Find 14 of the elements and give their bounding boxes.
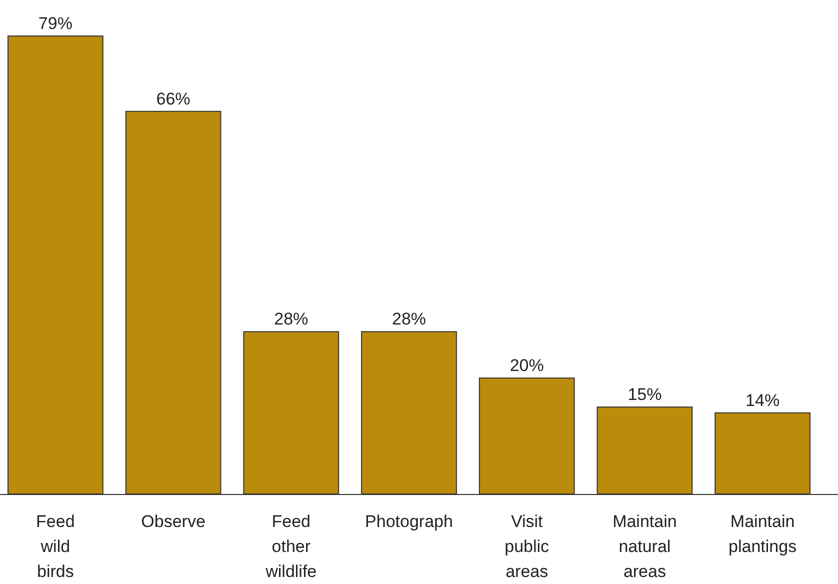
data-label: 79% <box>38 14 72 33</box>
x-tick-label: Feed other wildlife <box>264 512 317 581</box>
x-tick-label: Maintain natural areas <box>612 512 677 581</box>
data-label: 66% <box>156 89 190 108</box>
data-label: 28% <box>392 310 426 329</box>
x-tick-label: Feed wild birds <box>36 512 75 581</box>
x-tick-label: Maintain plantings <box>728 512 797 556</box>
data-label: 20% <box>510 356 544 376</box>
x-tick-label: Observe <box>141 512 206 531</box>
x-tick-label: Photograph <box>365 512 453 531</box>
data-label: 15% <box>628 385 662 404</box>
data-label: 14% <box>746 390 780 410</box>
x-tick-label: Visit public areas <box>504 512 550 581</box>
data-label: 28% <box>274 310 308 329</box>
